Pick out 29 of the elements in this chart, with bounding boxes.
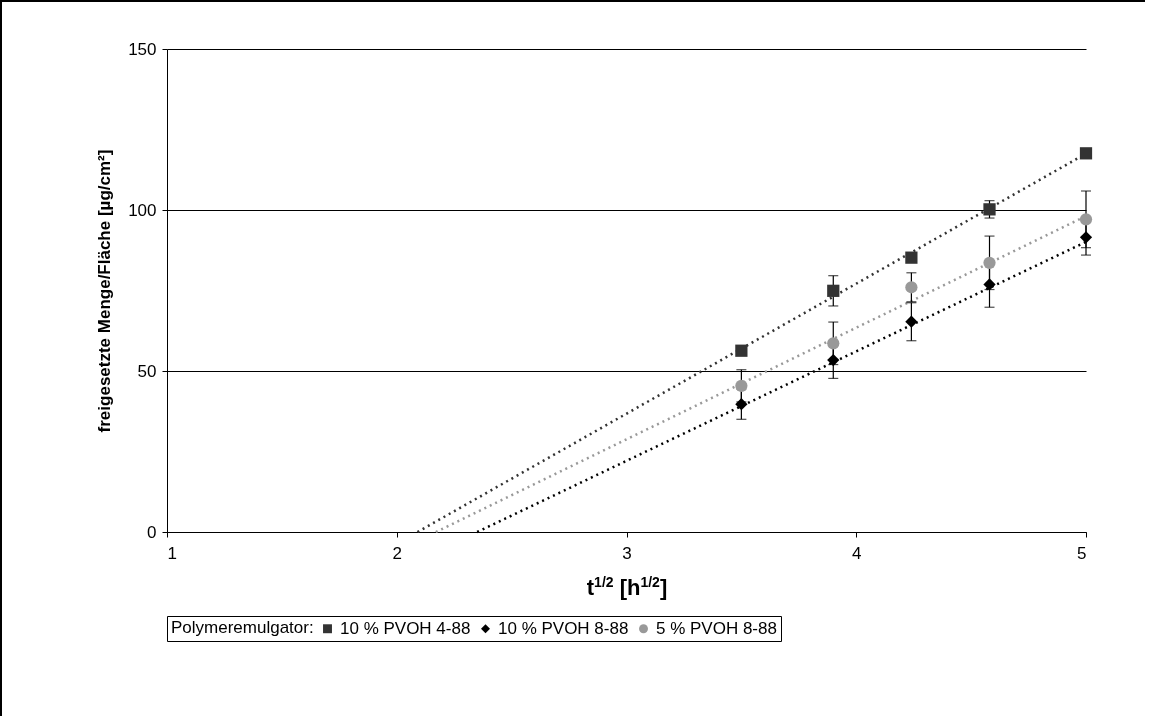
legend-label: 10 % PVOH 4-88	[340, 618, 471, 638]
y-tick-label: 50	[137, 361, 157, 381]
x-tick-label: 1	[167, 543, 177, 563]
x-tick-label: 2	[392, 543, 402, 563]
point	[735, 398, 748, 411]
point	[1079, 231, 1093, 244]
legend-label: 5 % PVOH 8-88	[656, 618, 777, 638]
point	[827, 337, 840, 350]
y-axis-title: freigesetzte Menge/Fläche [µg/cm²]	[95, 149, 115, 433]
x-axis-title: t$^{1/2}$ [h$^{1/2}$]	[586, 573, 668, 600]
legend-label: 10 % PVOH 8-88	[498, 618, 629, 638]
y-tick-label: 150	[128, 39, 157, 59]
point	[905, 315, 918, 328]
point	[1079, 213, 1093, 226]
point	[983, 278, 996, 291]
point	[905, 251, 918, 264]
point	[983, 256, 996, 269]
y-tick-label: 0	[147, 522, 157, 542]
point	[735, 344, 748, 357]
y-tick-label: 100	[128, 200, 157, 220]
point	[827, 353, 840, 367]
point	[735, 379, 748, 392]
x-tick-label: 4	[852, 543, 862, 563]
point	[1079, 147, 1093, 160]
point	[827, 284, 840, 297]
point	[905, 281, 918, 294]
legend-title: Polymeremulgator:	[171, 618, 314, 637]
x-tick-label: 3	[622, 543, 632, 563]
x-tick-label: 5	[1077, 543, 1087, 563]
